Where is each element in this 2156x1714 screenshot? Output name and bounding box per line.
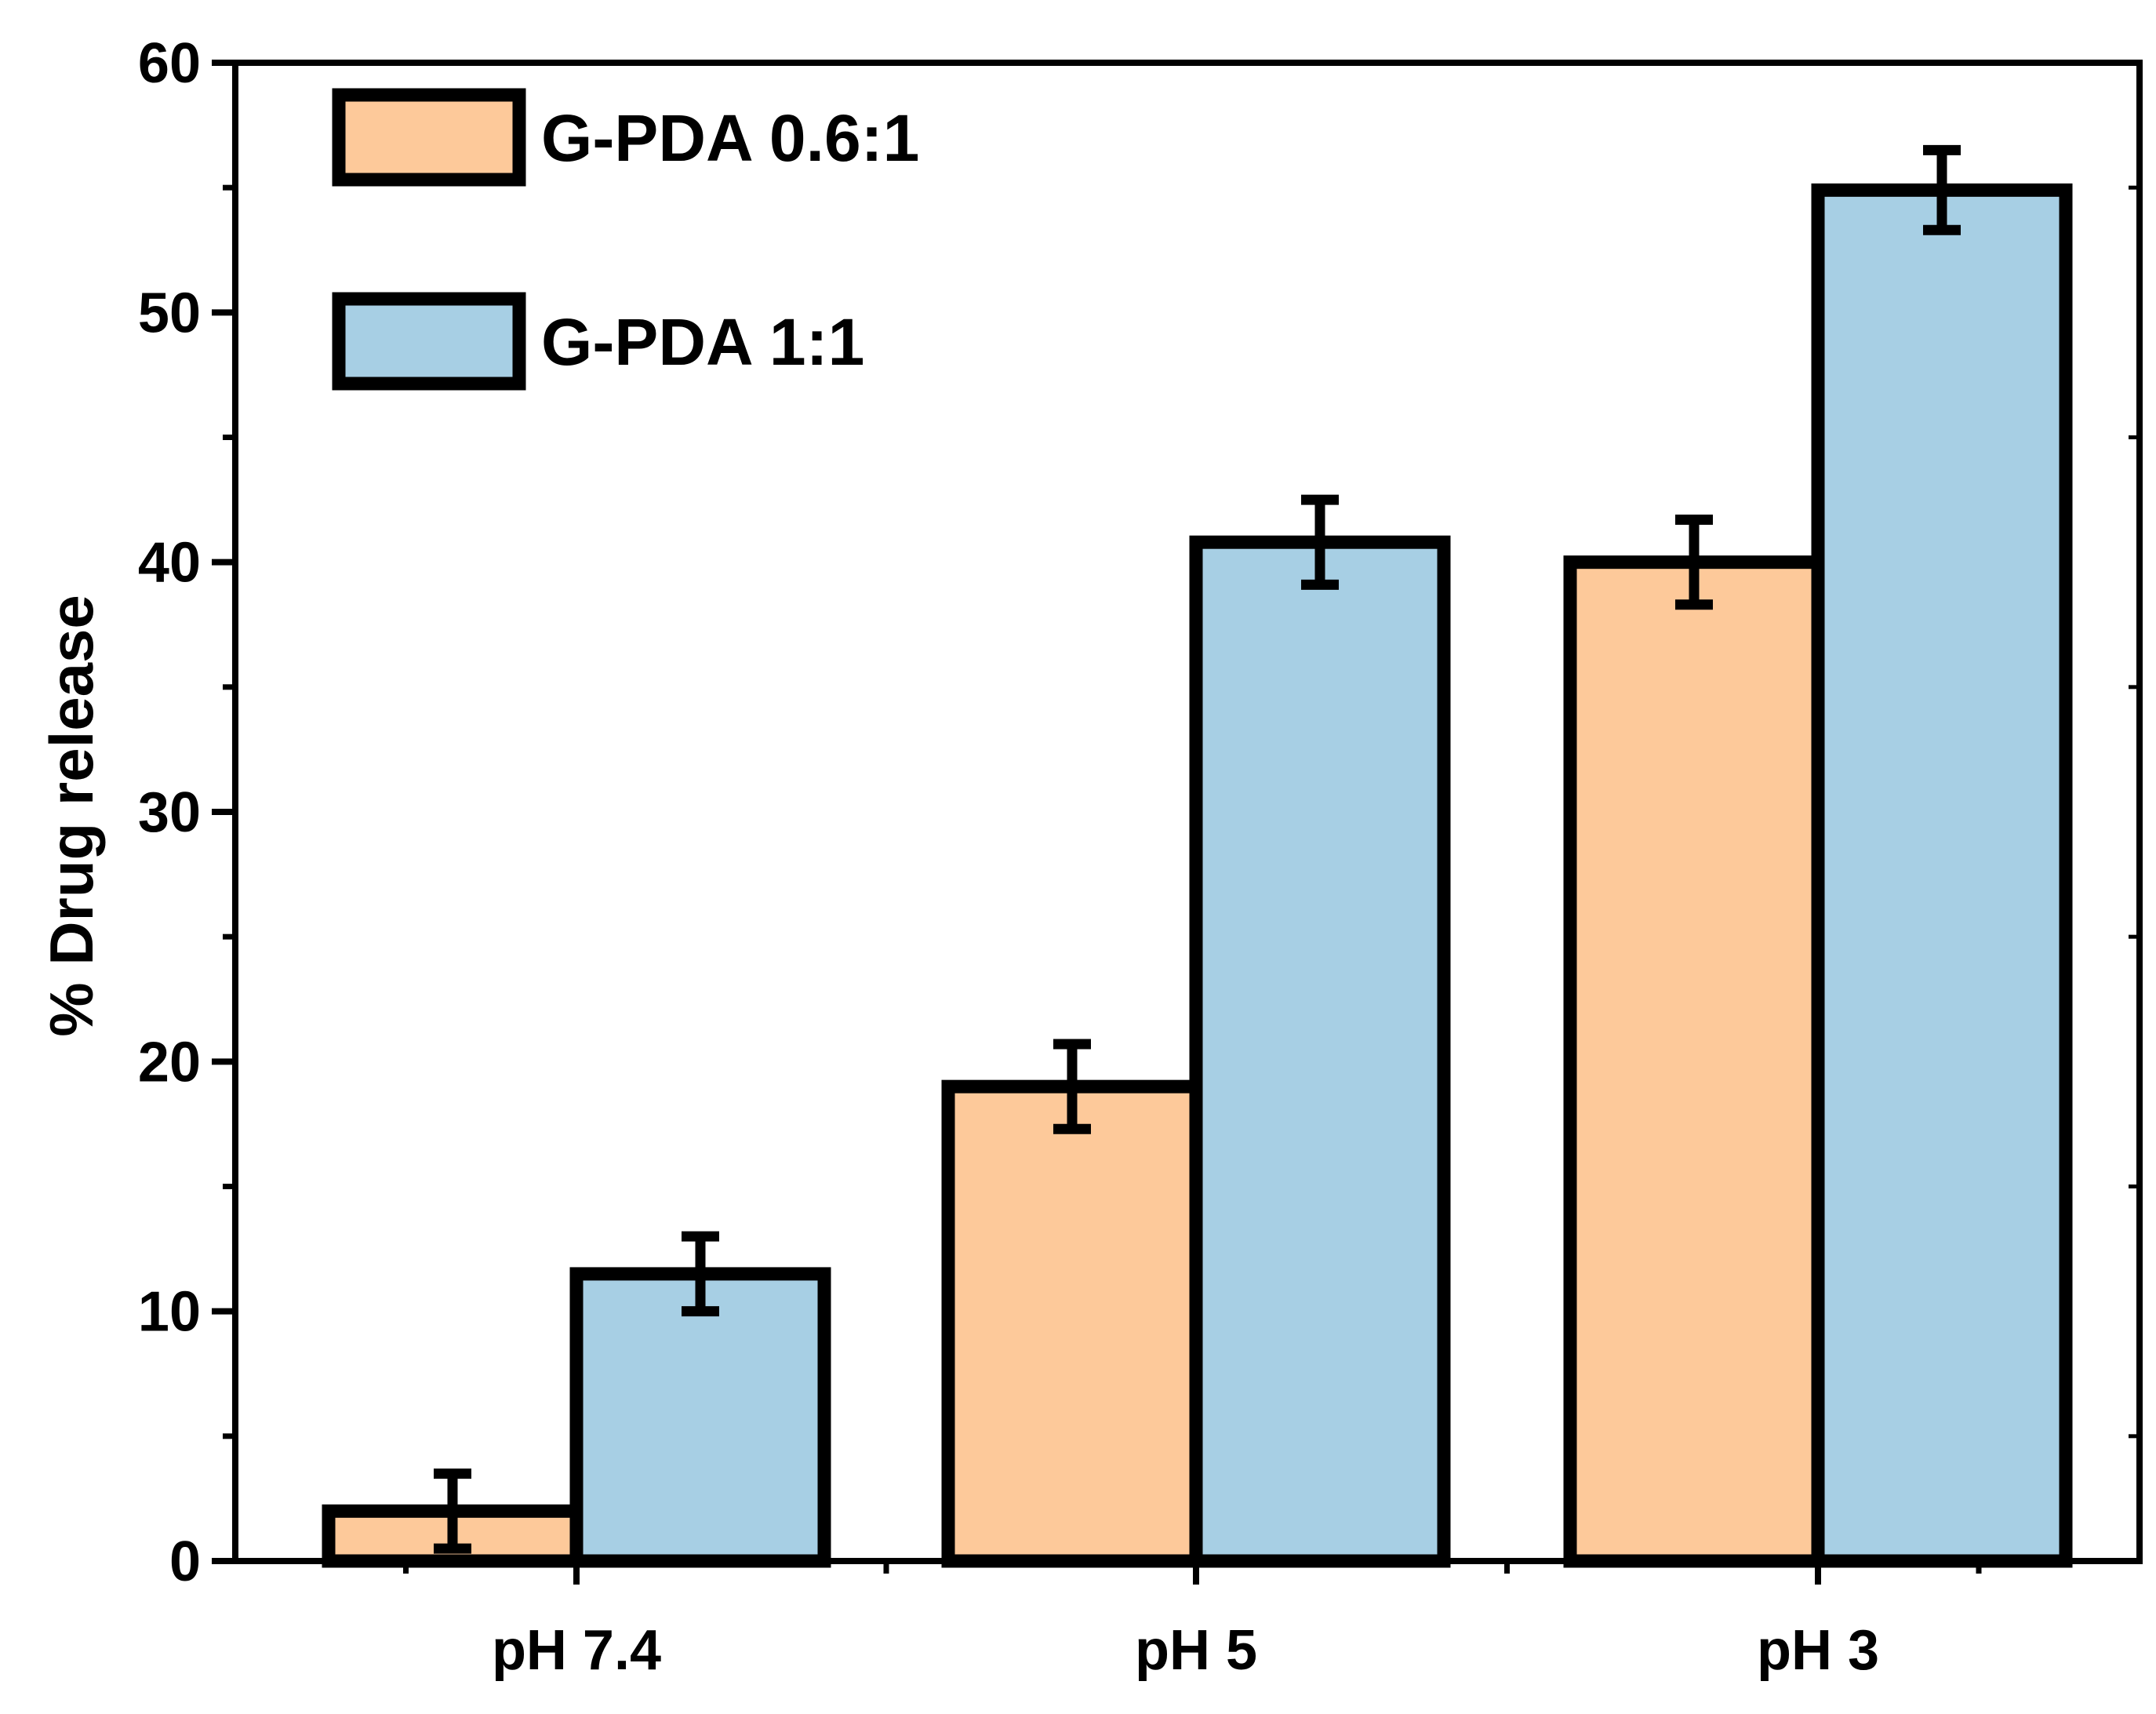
legend-swatch bbox=[332, 88, 526, 187]
y-tick-label: 30 bbox=[138, 781, 201, 844]
error-bar bbox=[434, 1468, 471, 1554]
x-tick-label: pH 5 bbox=[1135, 1619, 1257, 1682]
legend-label: G-PDA 1:1 bbox=[541, 305, 864, 379]
legend-label: G-PDA 0.6:1 bbox=[541, 101, 919, 175]
y-tick-label: 10 bbox=[138, 1281, 201, 1344]
bar-g-pda-1-1-ph-7-4 bbox=[569, 1267, 831, 1568]
bar-g-pda-1-1-ph-5 bbox=[1189, 535, 1451, 1568]
legend-item: G-PDA 0.6:1 bbox=[332, 88, 919, 187]
y-tick-label: 20 bbox=[138, 1031, 201, 1094]
y-axis-title: % Drug release bbox=[37, 595, 106, 1037]
bar-g-pda-0-6-1-ph-5 bbox=[941, 1079, 1203, 1568]
y-tick-label: 40 bbox=[138, 532, 201, 595]
error-bar bbox=[682, 1231, 719, 1317]
error-bar bbox=[1923, 144, 1961, 235]
bar-g-pda-1-1-ph-3 bbox=[1811, 183, 2073, 1568]
y-tick-label: 50 bbox=[138, 282, 201, 344]
y-tick-label: 60 bbox=[138, 32, 201, 95]
error-bar bbox=[1053, 1039, 1091, 1134]
error-bar bbox=[1301, 494, 1339, 590]
bar-g-pda-0-6-1-ph-3 bbox=[1563, 555, 1825, 1568]
legend-item: G-PDA 1:1 bbox=[332, 292, 864, 391]
legend-swatch bbox=[332, 292, 526, 391]
error-bar bbox=[1675, 515, 1713, 610]
x-tick-label: pH 3 bbox=[1757, 1619, 1879, 1682]
x-tick-label: pH 7.4 bbox=[492, 1619, 661, 1682]
y-tick-label: 0 bbox=[169, 1530, 201, 1593]
